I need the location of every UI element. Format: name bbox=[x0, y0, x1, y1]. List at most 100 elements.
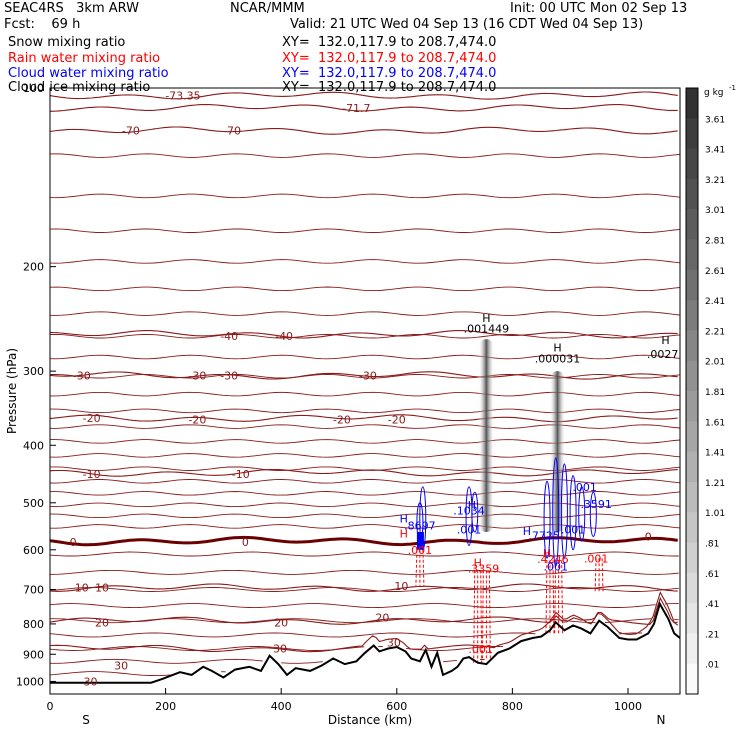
colorbar-swatch bbox=[686, 542, 698, 574]
isotherm-line bbox=[50, 286, 680, 292]
x-start-label: S bbox=[82, 713, 90, 727]
field-snow-name: Snow mixing ratio bbox=[8, 35, 126, 50]
cloud-water-label: .3591 bbox=[580, 498, 612, 511]
colorbar-label: .01 bbox=[705, 661, 719, 671]
colorbar-label: 2.21 bbox=[705, 327, 725, 337]
cloud-water-contour bbox=[578, 486, 586, 542]
temperature-label: -30 bbox=[188, 369, 206, 382]
max-marker: H bbox=[523, 525, 531, 538]
colorbar-label: 3.21 bbox=[705, 176, 725, 186]
temperature-label: -71.7 bbox=[342, 102, 370, 115]
cloud-water-label: .001 bbox=[561, 523, 586, 536]
temperature-contour--71.7 bbox=[50, 104, 678, 112]
temperature-contour-10 bbox=[50, 583, 678, 592]
field-snow-xy: XY= 132.0,117.9 to 208.7,474.0 bbox=[282, 35, 497, 50]
colorbar-label: 3.01 bbox=[705, 206, 725, 216]
temperature-label: 10 bbox=[95, 582, 109, 595]
rain-label: .4246 bbox=[537, 553, 569, 566]
colorbar-label: .41 bbox=[705, 600, 719, 610]
isotherm-line bbox=[50, 569, 679, 575]
colorbar-swatch bbox=[686, 118, 698, 150]
colorbar-swatch bbox=[686, 663, 698, 695]
rain-contour bbox=[422, 549, 425, 586]
max-marker: H bbox=[482, 312, 490, 325]
cloud-water-label: .1034 bbox=[453, 504, 485, 517]
header-org: NCAR/MMM bbox=[230, 1, 305, 16]
max-marker: H bbox=[400, 513, 408, 526]
plot-frame bbox=[49, 87, 681, 695]
isotherm-line bbox=[50, 259, 680, 264]
colorbar-label: 2.41 bbox=[705, 297, 725, 307]
rain-label: .3359 bbox=[468, 562, 500, 575]
y-tick-label: 500 bbox=[23, 497, 44, 510]
header-init: Init: 00 UTC Mon 02 Sep 13 bbox=[510, 1, 688, 16]
x-end-label: N bbox=[657, 713, 666, 727]
temperature-label: -70 bbox=[223, 125, 241, 138]
temperature-label: 0 bbox=[70, 536, 77, 549]
colorbar-frame bbox=[685, 87, 699, 695]
temperature-label: -20 bbox=[188, 414, 206, 427]
max-marker: H bbox=[553, 342, 561, 355]
colorbar-swatch bbox=[686, 300, 698, 331]
isotherm-line bbox=[50, 491, 680, 496]
colorbar-swatch bbox=[686, 360, 698, 392]
x-tick-label: 400 bbox=[271, 700, 292, 713]
colorbar-label: 3.61 bbox=[705, 115, 725, 125]
isotherm-line bbox=[50, 587, 679, 592]
temperature-label: -30 bbox=[73, 369, 91, 382]
colorbar-unit: g kg bbox=[704, 88, 724, 98]
y-tick-label: 1000 bbox=[16, 675, 44, 688]
field-cloudwater-xy: XY= 132.0,117.9 to 208.7,474.0 bbox=[282, 66, 497, 81]
rain-label: .001 bbox=[584, 552, 609, 565]
temperature-label: -20 bbox=[83, 412, 101, 425]
colorbar-label: .61 bbox=[705, 570, 719, 580]
colorbar-swatch bbox=[686, 88, 698, 119]
temperature-label: -40 bbox=[220, 330, 238, 343]
isotherm-line bbox=[50, 408, 680, 414]
isotherm-line bbox=[50, 333, 680, 339]
cloud-water-contour bbox=[569, 475, 577, 551]
colorbar-label: 1.41 bbox=[705, 449, 725, 459]
cloud-water-contour bbox=[543, 480, 551, 559]
colorbar-label: 2.61 bbox=[705, 267, 725, 277]
y-axis-title: Pressure (hPa) bbox=[5, 348, 19, 434]
temperature-label: -30 bbox=[220, 369, 238, 382]
isotherm-line bbox=[50, 466, 680, 471]
temperature-label: -70 bbox=[122, 125, 140, 138]
x-tick-label: 600 bbox=[386, 700, 407, 713]
rain-contour bbox=[415, 549, 418, 586]
x-tick-label: 200 bbox=[155, 700, 176, 713]
x-tick-label: 1000 bbox=[614, 700, 642, 713]
field-rain-xy: XY= 132.0,117.9 to 208.7,474.0 bbox=[282, 51, 497, 66]
colorbar-swatch bbox=[686, 148, 698, 180]
snow-max-label: .0027 bbox=[647, 348, 679, 361]
header-fcst: Fcst: 69 h bbox=[4, 17, 81, 32]
terrain-line bbox=[50, 601, 680, 684]
colorbar-label: 1.01 bbox=[705, 509, 725, 519]
temperature-label: 30 bbox=[387, 637, 401, 650]
temperature-label: -20 bbox=[388, 414, 406, 427]
cloud-water-label: .8697 bbox=[404, 520, 436, 533]
rain-contour bbox=[473, 570, 476, 663]
isotherm-line bbox=[50, 633, 679, 637]
y-tick-label: 200 bbox=[23, 261, 44, 274]
max-marker: H bbox=[543, 547, 551, 560]
y-tick-label: 800 bbox=[23, 618, 44, 631]
temperature-contour-0 bbox=[50, 535, 678, 547]
colorbar-swatch bbox=[686, 178, 698, 210]
header-model: SEAC4RS 3km ARW bbox=[4, 1, 140, 16]
temperature-label: -10 bbox=[232, 468, 250, 481]
cloud-water-contour bbox=[589, 491, 597, 538]
isotherm-line bbox=[50, 373, 680, 379]
cloud-water-label: .001 bbox=[572, 481, 597, 494]
isotherm-line bbox=[50, 228, 680, 233]
y-tick-label: 300 bbox=[23, 365, 44, 378]
temperature-label: -40 bbox=[275, 330, 293, 343]
cloud-water-contour bbox=[471, 491, 479, 533]
snow-max-label: .001449 bbox=[464, 322, 510, 335]
temperature-contour--30 bbox=[50, 371, 678, 380]
colorbar-swatch bbox=[686, 512, 698, 543]
colorbar-swatch bbox=[686, 451, 698, 483]
y-tick-label: 900 bbox=[23, 648, 44, 661]
